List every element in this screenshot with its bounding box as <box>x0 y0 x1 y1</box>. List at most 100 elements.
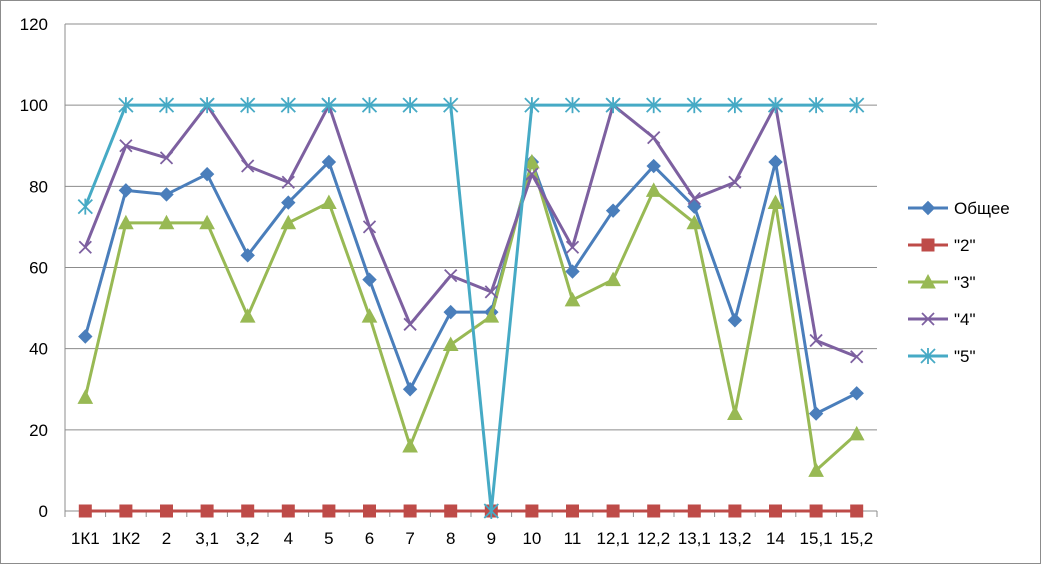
y-tick-label: 40 <box>29 340 48 359</box>
data-point <box>849 97 865 114</box>
legend-label: "4" <box>954 310 976 329</box>
data-point <box>361 97 378 114</box>
y-tick-label: 60 <box>29 259 48 278</box>
data-point <box>687 199 702 214</box>
y-tick-label: 120 <box>20 15 48 34</box>
data-point <box>281 175 295 189</box>
x-tick-label: 9 <box>487 529 496 548</box>
data-point <box>321 194 337 210</box>
data-point <box>647 130 661 145</box>
x-tick-label: 12,1 <box>597 529 630 548</box>
data-point <box>159 187 174 202</box>
data-point <box>524 153 540 169</box>
x-tick-label: 2 <box>162 529 171 548</box>
data-point <box>280 97 296 114</box>
data-point <box>281 504 295 518</box>
legend-swatch-marker <box>920 200 936 216</box>
x-tick-label: 10 <box>522 529 541 548</box>
x-tick-label: 13,1 <box>678 529 711 548</box>
data-point <box>564 97 581 114</box>
legend: Общее "2" "3" "4" "5" <box>908 199 1010 366</box>
data-point <box>199 214 215 230</box>
data-point <box>525 504 539 518</box>
legend-label: Общее <box>954 199 1010 218</box>
legend-item: "3" <box>908 273 976 292</box>
data-point <box>483 308 500 323</box>
x-tick-label: 1К1 <box>71 529 100 548</box>
data-point <box>78 240 92 254</box>
data-point <box>321 97 337 114</box>
data-point <box>727 405 743 421</box>
series-line <box>83 103 857 513</box>
data-point <box>769 504 782 518</box>
data-point <box>199 97 215 114</box>
data-point <box>160 504 173 518</box>
x-tick-label: 7 <box>405 529 414 548</box>
data-point <box>281 195 296 210</box>
data-point <box>605 203 621 218</box>
data-point <box>402 97 418 114</box>
x-tick-label: 15,1 <box>800 529 833 548</box>
x-tick-label: 4 <box>284 529 293 548</box>
legend-item: Общее <box>908 199 1010 218</box>
x-tick-label: 1К2 <box>111 529 140 548</box>
data-point <box>77 198 93 215</box>
y-tick-label: 20 <box>29 421 48 440</box>
data-point <box>808 406 824 421</box>
data-point <box>808 462 824 477</box>
data-point <box>361 308 378 323</box>
x-tick-label: 5 <box>324 529 333 548</box>
data-point <box>403 504 417 518</box>
data-point <box>728 504 742 518</box>
x-tick-label: 3,1 <box>195 529 219 548</box>
data-point <box>605 271 621 287</box>
data-point <box>686 214 703 230</box>
y-tick-label: 80 <box>29 177 48 196</box>
data-point <box>809 333 823 348</box>
series-layer <box>77 97 865 519</box>
data-point <box>78 329 93 344</box>
data-point <box>77 389 94 404</box>
series-0 <box>78 154 864 421</box>
data-point <box>321 154 337 170</box>
data-point <box>240 97 256 114</box>
data-point <box>809 504 823 518</box>
data-point <box>118 214 134 230</box>
legend-item: "5" <box>908 347 976 366</box>
data-point <box>443 304 458 320</box>
data-point <box>402 382 418 397</box>
legend-label: "5" <box>954 347 976 366</box>
data-point <box>159 151 174 165</box>
legend-swatch-marker <box>921 238 935 252</box>
data-point <box>158 214 175 230</box>
legend-swatch-marker <box>920 348 936 364</box>
data-point <box>363 504 376 518</box>
x-tick-label: 11 <box>564 529 582 548</box>
data-point <box>403 317 417 331</box>
data-point <box>767 194 784 210</box>
data-point <box>850 350 864 364</box>
legend-item: "2" <box>908 236 976 255</box>
data-point <box>687 504 701 518</box>
series-3 <box>78 98 864 364</box>
series-2 <box>77 153 865 477</box>
data-point <box>119 504 133 518</box>
data-point <box>808 97 824 114</box>
data-point <box>442 336 459 352</box>
data-point <box>484 285 498 299</box>
data-point <box>565 240 580 254</box>
x-tick-label: 3,2 <box>236 529 260 548</box>
data-point <box>647 504 661 518</box>
data-point <box>850 504 864 518</box>
legend-label: "3" <box>954 273 976 292</box>
data-point <box>686 97 702 114</box>
data-point <box>646 158 661 174</box>
data-point <box>727 97 743 114</box>
data-point <box>199 166 215 182</box>
x-tick-label: 15,2 <box>840 529 873 548</box>
series-4 <box>77 97 865 519</box>
data-point <box>362 220 377 234</box>
data-point <box>483 503 499 519</box>
